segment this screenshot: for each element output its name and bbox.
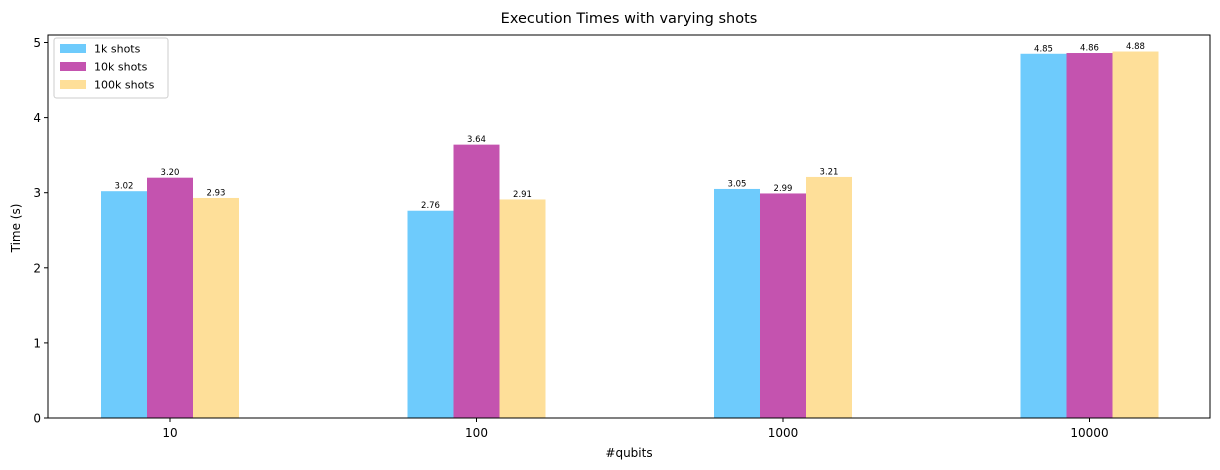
bar-value-label: 3.05 [728, 179, 747, 189]
bar-1k-shots-10 [101, 191, 147, 418]
y-tick-label: 2 [33, 261, 41, 275]
bar-value-label: 4.86 [1080, 44, 1099, 54]
legend-swatch [60, 62, 86, 71]
bar-value-label: 2.91 [513, 190, 532, 200]
y-tick-label: 0 [33, 412, 41, 426]
axes: 0 1 2 3 4 5 10 100 1000 10000 [33, 34, 1211, 440]
legend-label: 10k shots [94, 61, 148, 74]
bar-10k-shots-10000 [1066, 53, 1113, 419]
legend-label: 100k shots [94, 79, 155, 92]
bar-value-label: 3.21 [820, 167, 839, 177]
bar-100k-shots-10 [193, 197, 239, 418]
x-tick-label: 100 [465, 426, 488, 440]
bar-value-label: 4.88 [1126, 42, 1145, 52]
x-tick-label: 10000 [1070, 426, 1108, 440]
y-tick-label: 1 [33, 336, 41, 350]
bar-value-label: 2.76 [421, 201, 440, 211]
bar-100k-shots-1000 [806, 176, 852, 418]
x-axis-title: #qubits [605, 446, 652, 460]
legend-swatch [60, 80, 86, 89]
legend: 1k shots 10k shots 100k shots [53, 37, 169, 99]
bar-1k-shots-1000 [714, 188, 760, 418]
bar-1k-shots-100 [407, 210, 454, 418]
bar-value-label: 2.99 [774, 184, 793, 194]
bar-10k-shots-10 [147, 177, 193, 418]
bar-100k-shots-100 [499, 199, 546, 418]
y-axis-title: Time (s) [9, 204, 23, 254]
legend-label: 1k shots [94, 43, 141, 56]
bar-1k-shots-10000 [1020, 53, 1067, 419]
bar-value-label: 2.93 [207, 188, 226, 198]
bars-layer [101, 51, 1159, 419]
bar-value-label: 4.85 [1034, 44, 1053, 54]
bar-value-label: 3.64 [467, 135, 486, 145]
x-tick-label: 1000 [768, 426, 799, 440]
bar-10k-shots-100 [453, 144, 500, 418]
bar-100k-shots-10000 [1112, 51, 1159, 419]
plot-frame [47, 34, 1211, 419]
y-tick-label: 3 [33, 186, 41, 200]
y-tick-label: 5 [33, 36, 41, 50]
chart-title: Execution Times with varying shots [501, 11, 758, 27]
x-tick-label: 10 [162, 426, 177, 440]
bar-value-labels: 3.02 3.20 2.93 2.76 3.64 2.91 3.05 2.99 3.21 4.85… [115, 42, 1145, 211]
bar-value-label: 3.20 [161, 168, 180, 178]
legend-swatch [60, 44, 86, 53]
bar-10k-shots-1000 [760, 193, 806, 418]
bar-value-label: 3.02 [115, 182, 134, 192]
y-tick-label: 4 [33, 111, 41, 125]
